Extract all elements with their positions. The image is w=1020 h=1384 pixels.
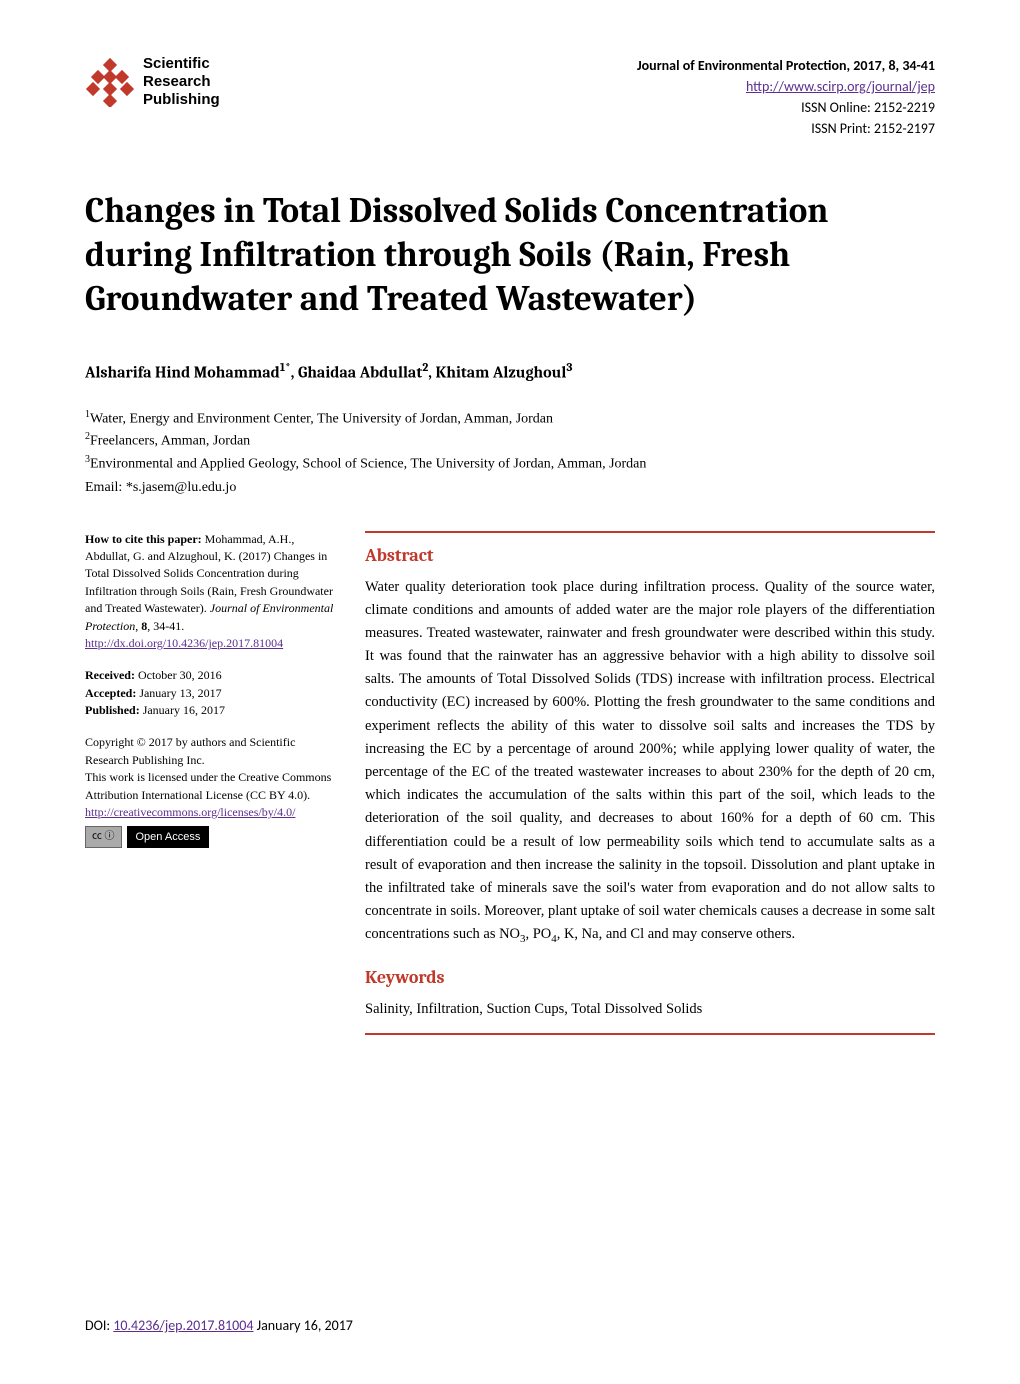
page-footer: DOI: 10.4236/jep.2017.81004 January 16, …: [85, 1317, 353, 1334]
issn-online: ISSN Online: 2152-2219: [637, 97, 935, 118]
logo-diamond-icon: [85, 57, 135, 107]
affiliation-2: 2Freelancers, Amman, Jordan: [85, 429, 935, 452]
footer-doi-link[interactable]: 10.4236/jep.2017.81004: [113, 1317, 253, 1334]
corresponding-email: Email: *s.jasem@lu.edu.jo: [85, 480, 935, 496]
footer-doi-label: DOI:: [85, 1317, 113, 1334]
main-column: Abstract Water quality deterioration too…: [365, 531, 935, 1035]
copyright-block: Copyright © 2017 by authors and Scientif…: [85, 734, 340, 848]
license-badges: ㏄ ⓘ Open Access: [85, 826, 340, 848]
keywords-heading: Keywords: [365, 967, 935, 988]
publisher-name: Scientific Research Publishing: [143, 55, 220, 109]
received-date: October 30, 2016: [135, 668, 222, 682]
license-text: This work is licensed under the Creative…: [85, 769, 340, 804]
issn-print: ISSN Print: 2152-2197: [637, 118, 935, 139]
published-label: Published:: [85, 703, 140, 717]
doi-link[interactable]: http://dx.doi.org/10.4236/jep.2017.81004: [85, 636, 283, 650]
authors-line: Alsharifa Hind Mohammad1*, Ghaidaa Abdul…: [85, 360, 935, 381]
cite-label: How to cite this paper:: [85, 532, 202, 546]
abstract-text: Water quality deterioration took place d…: [365, 576, 935, 949]
keywords-text: Salinity, Infiltration, Suction Cups, To…: [365, 998, 935, 1021]
affiliations: 1Water, Energy and Environment Center, T…: [85, 407, 935, 475]
affiliation-3: 3Environmental and Applied Geology, Scho…: [85, 452, 935, 475]
journal-url-link[interactable]: http://www.scirp.org/journal/jep: [746, 78, 935, 95]
footer-date: January 16, 2017: [253, 1317, 352, 1334]
published-date: January 16, 2017: [140, 703, 225, 717]
publisher-logo: Scientific Research Publishing: [85, 55, 220, 109]
content-columns: How to cite this paper: Mohammad, A.H., …: [85, 531, 935, 1035]
journal-citation: Journal of Environmental Protection, 201…: [637, 55, 935, 76]
cc-by-badge-icon: ㏄ ⓘ: [85, 826, 122, 848]
affiliation-1: 1Water, Energy and Environment Center, T…: [85, 407, 935, 430]
accepted-date: January 13, 2017: [136, 686, 221, 700]
citation-block: How to cite this paper: Mohammad, A.H., …: [85, 531, 340, 653]
divider-top: [365, 531, 935, 533]
page-header: Scientific Research Publishing Journal o…: [85, 55, 935, 139]
sidebar: How to cite this paper: Mohammad, A.H., …: [85, 531, 340, 1035]
publisher-line2: Research: [143, 73, 220, 91]
journal-metadata: Journal of Environmental Protection, 201…: [637, 55, 935, 139]
abstract-heading: Abstract: [365, 545, 935, 566]
open-access-badge: Open Access: [127, 826, 210, 848]
license-url-link[interactable]: http://creativecommons.org/licenses/by/4…: [85, 805, 295, 819]
dates-block: Received: October 30, 2016 Accepted: Jan…: [85, 667, 340, 719]
received-label: Received:: [85, 668, 135, 682]
cite-pages: , 34-41.: [147, 619, 184, 633]
paper-title: Changes in Total Dissolved Solids Concen…: [85, 189, 935, 320]
divider-bottom: [365, 1033, 935, 1035]
publisher-line1: Scientific: [143, 55, 220, 73]
accepted-label: Accepted:: [85, 686, 136, 700]
publisher-line3: Publishing: [143, 91, 220, 109]
copyright-text: Copyright © 2017 by authors and Scientif…: [85, 734, 340, 769]
